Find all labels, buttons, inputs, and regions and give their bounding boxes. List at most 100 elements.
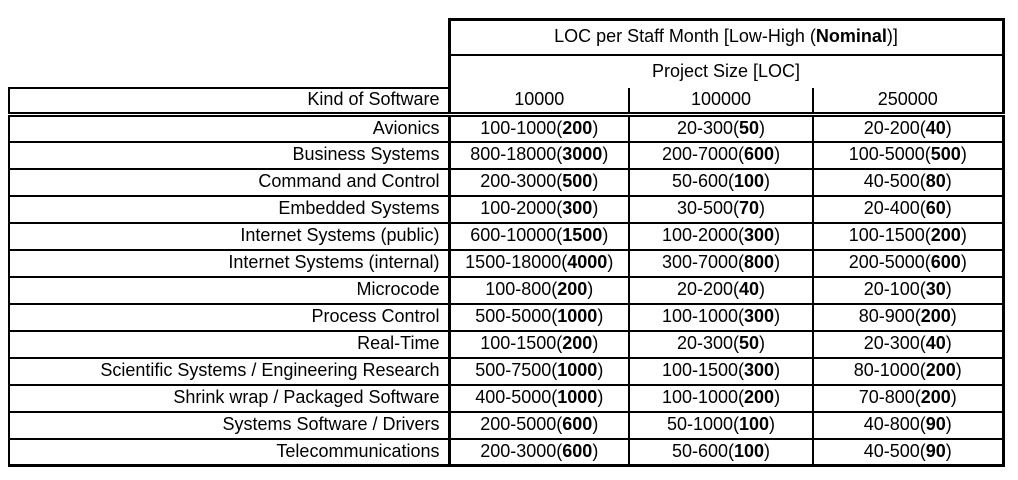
cell-close: ) — [602, 144, 609, 165]
cell-nominal: 200 — [920, 387, 951, 408]
cell-close: ) — [592, 333, 599, 354]
table-row: Business Systems 800-18000(3000) 200-700… — [8, 141, 1005, 170]
cell-nominal: 60 — [925, 198, 946, 219]
cell-close: ) — [592, 414, 599, 435]
table-row: Embedded Systems 100-2000(300) 30-500(70… — [8, 195, 1005, 224]
data-cell: 200-5000(600) — [812, 249, 1005, 278]
data-cell: 100-1500(200) — [812, 222, 1005, 251]
cell-range: 200-7000( — [661, 144, 745, 165]
cell-range: 200-5000( — [480, 414, 563, 435]
cell-close: ) — [769, 414, 776, 435]
cell-nominal: 100 — [734, 171, 765, 192]
row-label: Avionics — [8, 114, 449, 143]
cell-nominal: 30 — [925, 279, 946, 300]
cell-nominal: 90 — [925, 414, 946, 435]
row-label: Command and Control — [8, 168, 449, 197]
data-cell: 20-200(40) — [628, 276, 813, 305]
cell-close: ) — [945, 414, 952, 435]
cell-range: 100-1500( — [480, 333, 563, 354]
spacer-cell — [9, 54, 449, 88]
data-cell: 40-500(90) — [812, 438, 1005, 467]
table-row: Real-Time 100-1500(200) 20-300(50) 20-30… — [8, 330, 1005, 359]
title-row: LOC per Staff Month [Low-High (Nominal)] — [9, 18, 1005, 56]
cell-range: 500-7500( — [475, 360, 558, 381]
cell-range: 50-1000( — [666, 414, 739, 435]
spacer-cell — [9, 19, 449, 55]
cell-range: 100-1000( — [480, 117, 563, 138]
row-label: Systems Software / Drivers — [8, 411, 449, 440]
cell-close: ) — [597, 387, 604, 408]
cell-nominal: 200 — [557, 279, 588, 300]
table-row: Internet Systems (public) 600-10000(1500… — [8, 222, 1005, 251]
cell-close: ) — [960, 252, 967, 273]
cell-range: 200-5000( — [848, 252, 931, 273]
cell-nominal: 600 — [930, 252, 961, 273]
cell-range: 100-800( — [485, 279, 558, 300]
data-cell: 100-800(200) — [447, 276, 629, 305]
row-label: Embedded Systems — [8, 195, 449, 224]
table-title: LOC per Staff Month [Low-High (Nominal)] — [447, 18, 1005, 56]
data-cell: 40-500(80) — [812, 168, 1005, 197]
cell-close: ) — [945, 440, 952, 461]
cell-close: ) — [945, 333, 952, 354]
cell-range: 20-200( — [863, 117, 926, 138]
cell-nominal: 200 — [925, 360, 956, 381]
data-cell: 100-1500(300) — [628, 357, 813, 386]
cell-nominal: 4000 — [567, 252, 608, 273]
cell-range: 50-600( — [671, 440, 734, 461]
cell-range: 50-600( — [671, 171, 734, 192]
cell-nominal: 500 — [562, 171, 593, 192]
data-cell: 400-5000(1000) — [447, 384, 629, 413]
cell-nominal: 300 — [744, 225, 775, 246]
cell-nominal: 500 — [930, 144, 961, 165]
cell-range: 100-2000( — [661, 225, 745, 246]
cell-close: ) — [955, 360, 962, 381]
cell-nominal: 200 — [562, 117, 593, 138]
size-column-header-100000: 100000 — [628, 87, 813, 117]
cell-close: ) — [597, 306, 604, 327]
cell-nominal: 40 — [925, 333, 946, 354]
subtitle-row: Project Size [LOC] — [9, 54, 1005, 88]
table-row: Shrink wrap / Packaged Software 400-5000… — [8, 384, 1005, 413]
data-cell: 70-800(200) — [812, 384, 1005, 413]
table-row: Microcode 100-800(200) 20-200(40) 20-100… — [8, 276, 1005, 305]
size-column-header-250000: 250000 — [812, 87, 1005, 117]
cell-range: 1500-18000( — [465, 252, 568, 273]
table-row: Internet Systems (internal) 1500-18000(4… — [8, 249, 1005, 278]
title-text-bold: Nominal — [815, 26, 887, 47]
cell-nominal: 1000 — [557, 306, 598, 327]
cell-close: ) — [960, 144, 967, 165]
data-cell: 20-400(60) — [812, 195, 1005, 224]
cell-close: ) — [945, 117, 952, 138]
cell-close: ) — [759, 117, 766, 138]
cell-close: ) — [764, 171, 771, 192]
cell-nominal: 800 — [744, 252, 775, 273]
data-cell: 100-1000(300) — [628, 303, 813, 332]
data-cell: 300-7000(800) — [628, 249, 813, 278]
table-row: Scientific Systems / Engineering Researc… — [8, 357, 1005, 386]
data-cell: 20-200(40) — [812, 114, 1005, 143]
cell-nominal: 600 — [562, 440, 593, 461]
cell-close: ) — [592, 440, 599, 461]
data-cell: 50-600(100) — [628, 438, 813, 467]
data-cell: 50-1000(100) — [628, 411, 813, 440]
cell-nominal: 80 — [925, 171, 946, 192]
cell-range: 40-500( — [863, 440, 926, 461]
cell-nominal: 300 — [744, 306, 775, 327]
cell-nominal: 200 — [562, 333, 593, 354]
cell-close: ) — [774, 252, 781, 273]
cell-close: ) — [592, 198, 599, 219]
cell-range: 500-5000( — [475, 306, 558, 327]
cell-close: ) — [764, 440, 771, 461]
title-text-pre: LOC per Staff Month [Low-High ( — [554, 26, 816, 47]
cell-close: ) — [759, 198, 766, 219]
table-row: Command and Control 200-3000(500) 50-600… — [8, 168, 1005, 197]
data-cell: 200-3000(500) — [447, 168, 629, 197]
cell-nominal: 1000 — [557, 387, 598, 408]
cell-nominal: 1500 — [562, 225, 603, 246]
cell-nominal: 200 — [930, 225, 961, 246]
cell-range: 20-100( — [863, 279, 926, 300]
cell-range: 100-1500( — [661, 360, 745, 381]
data-cell: 100-2000(300) — [447, 195, 629, 224]
